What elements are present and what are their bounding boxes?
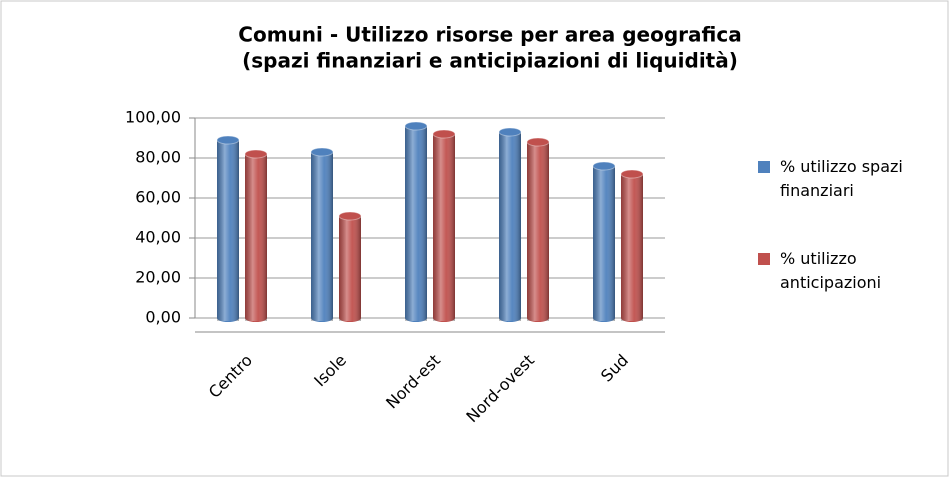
bar-shade xyxy=(499,132,521,321)
chart-title: (spazi finanziari e anticipiazioni di li… xyxy=(242,49,738,73)
bar-shade xyxy=(339,216,361,321)
bar-shade xyxy=(433,134,455,321)
bar-group xyxy=(244,149,268,322)
legend-swatch xyxy=(758,253,770,265)
y-tick-label: 80,00 xyxy=(135,148,181,167)
bar-cap xyxy=(310,147,334,157)
bar-group xyxy=(338,211,362,322)
chart-title: Comuni - Utilizzo risorse per area geogr… xyxy=(238,23,741,47)
bar-group xyxy=(498,127,522,322)
bar-cap xyxy=(620,169,644,179)
bar-cap xyxy=(216,135,240,145)
y-tick-label: 40,00 xyxy=(135,228,181,247)
bar-cap xyxy=(404,121,428,131)
bar-shade xyxy=(405,126,427,321)
bar-shade xyxy=(311,152,333,321)
bar-shade xyxy=(593,166,615,321)
y-tick-label: 100,00 xyxy=(125,108,181,127)
bar-cap xyxy=(432,129,456,139)
bar-shade xyxy=(217,140,239,321)
bar-group xyxy=(620,169,644,322)
legend-swatch xyxy=(758,161,770,173)
bar-shade xyxy=(245,154,267,321)
bar-group xyxy=(404,121,428,322)
y-tick-label: 0,00 xyxy=(145,308,181,327)
bar-shade xyxy=(527,142,549,321)
bar-group xyxy=(592,161,616,322)
legend-item: % utilizzo anticipazioni xyxy=(758,247,928,295)
bar-cap xyxy=(338,211,362,221)
bar-group xyxy=(310,147,334,322)
bar-cap xyxy=(526,137,550,147)
y-tick-label: 20,00 xyxy=(135,268,181,287)
legend-item: % utilizzo spazi finanziari xyxy=(758,155,928,203)
bar-cap xyxy=(244,149,268,159)
bar-shade xyxy=(621,174,643,321)
legend-label: % utilizzo spazi finanziari xyxy=(780,157,903,200)
bar-group xyxy=(432,129,456,322)
bar-cap xyxy=(498,127,522,137)
bar-group xyxy=(216,135,240,322)
legend-label: % utilizzo anticipazioni xyxy=(780,249,882,292)
bar-cap xyxy=(592,161,616,171)
bar-group xyxy=(526,137,550,322)
y-tick-label: 60,00 xyxy=(135,188,181,207)
